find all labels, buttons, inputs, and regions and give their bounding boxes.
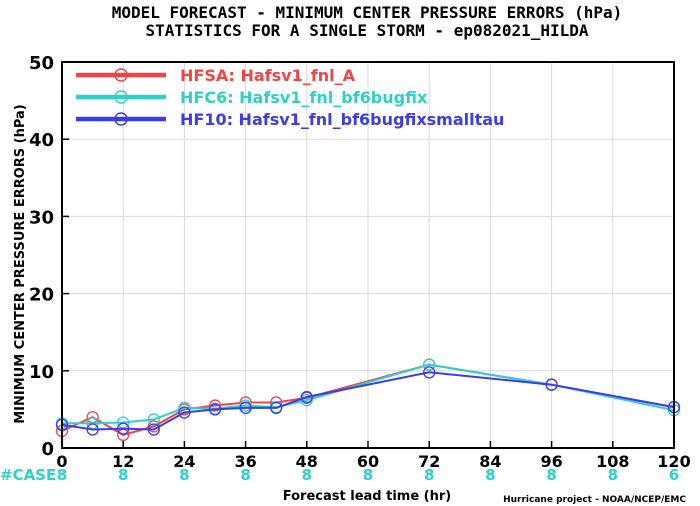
case-counts: 8 8 8 8 8 8 8 8 8 8 6 <box>57 466 679 484</box>
case-count-value: 8 <box>179 466 189 484</box>
legend-swatch-marker <box>114 112 128 126</box>
case-count-value: 8 <box>546 466 556 484</box>
legend-swatch-marker <box>114 68 128 82</box>
y-tick-label: 50 <box>29 53 54 74</box>
legend-swatch-marker <box>114 90 128 104</box>
x-tick-label: 60 <box>357 452 379 471</box>
x-tick-label: 72 <box>418 452 440 471</box>
grid <box>62 62 674 448</box>
x-tick-label: 12 <box>112 452 134 471</box>
y-tick-label: 10 <box>29 362 54 383</box>
case-count-value: 8 <box>302 466 312 484</box>
case-count-value: 8 <box>608 466 618 484</box>
series-point <box>239 401 252 415</box>
series-point <box>208 403 222 416</box>
legend-entry-label: HF10: Hafsv1_fnl_bf6bugfixsmalltau <box>180 110 504 129</box>
x-tick-label: 120 <box>657 452 690 471</box>
case-label: #CASE <box>0 466 56 484</box>
series-point <box>86 423 99 436</box>
x-tick-label: 96 <box>540 452 562 471</box>
series-point <box>300 393 313 407</box>
y-tick-label: 30 <box>29 207 54 228</box>
case-count-value: 8 <box>118 466 128 484</box>
case-count-value: 8 <box>363 466 373 484</box>
series-point <box>208 399 222 412</box>
series-layer <box>55 358 681 442</box>
series-point <box>147 423 160 436</box>
x-tick-label: 0 <box>56 452 67 471</box>
legend-entry-label: HFSA: Hafsv1_fnl_A <box>180 66 356 85</box>
case-count-value: 8 <box>424 466 434 484</box>
ticks: 0 12 24 36 48 60 72 84 96 108 120 0 10 20 30 40 50 <box>29 53 691 471</box>
series-point <box>270 401 283 415</box>
x-tick-label: 48 <box>296 452 318 471</box>
case-count-value: 8 <box>57 466 67 484</box>
x-tick-label: 36 <box>234 452 256 471</box>
case-count-value: 6 <box>669 466 679 484</box>
series-point <box>117 422 130 435</box>
y-tick-label: 20 <box>29 285 54 306</box>
chart-title: MODEL FORECAST - MINIMUM CENTER PRESSURE… <box>112 3 623 22</box>
series-point <box>147 413 160 426</box>
series-point <box>178 406 191 419</box>
legend: HFSA: Hafsv1_fnl_A HFC6: Hafsv1_fnl_bf6bu… <box>76 66 504 129</box>
chart-subtitle: STATISTICS FOR A SINGLE STORM - ep082021… <box>145 21 588 40</box>
series-point <box>423 358 436 371</box>
case-count-value: 8 <box>240 466 250 484</box>
x-axis-label: Forecast lead time (hr) <box>283 489 451 504</box>
x-tick-label: 24 <box>173 452 195 471</box>
series-point <box>545 378 558 391</box>
series-point <box>300 390 313 404</box>
x-tick-label: 108 <box>596 452 629 471</box>
series-point <box>423 366 436 379</box>
case-count-value: 8 <box>485 466 495 484</box>
x-tick-label: 84 <box>479 452 501 471</box>
legend-entry-label: HFC6: Hafsv1_fnl_bf6bugfix <box>180 88 428 107</box>
y-tick-label: 0 <box>41 439 54 460</box>
y-axis-label: MINIMUM CENTER PRESSURE ERRORS (hPa) <box>13 104 28 424</box>
credit-text: Hurricane project - NOAA/NCEP/EMC <box>503 495 686 505</box>
y-tick-label: 40 <box>29 130 54 151</box>
